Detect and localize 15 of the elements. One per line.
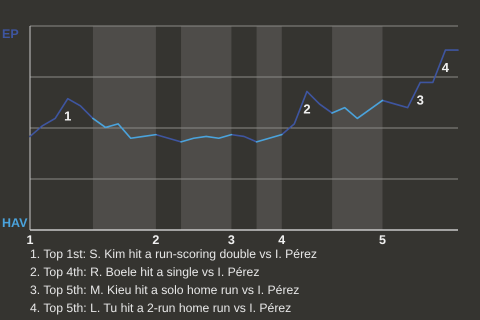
text: 1. Top 1st: S. Kim hit a run-scoring double vs I. Pérez — [30, 247, 317, 261]
x-tick-label: 4 — [278, 233, 286, 247]
text: 4. Top 5th: L. Tu hit a 2-run home run vs I. Pérez — [30, 301, 292, 315]
x-tick-label: 2 — [152, 233, 160, 247]
annotation: 3 — [416, 92, 424, 108]
text: HAV — [2, 216, 28, 230]
text: 3. Top 5th: M. Kieu hit a solo home run vs I. Pérez — [30, 283, 300, 297]
x-tick-label: 1 — [26, 233, 34, 247]
annotation: 4 — [442, 60, 450, 76]
text: EP — [2, 27, 19, 41]
annotation: 1 — [64, 108, 72, 124]
annotation: 2 — [303, 101, 311, 116]
text: 2. Top 4th: R. Boele hit a single vs I. Pérez — [30, 265, 260, 279]
x-tick-label: 3 — [228, 233, 235, 247]
x-tick-label: 5 — [378, 233, 386, 247]
